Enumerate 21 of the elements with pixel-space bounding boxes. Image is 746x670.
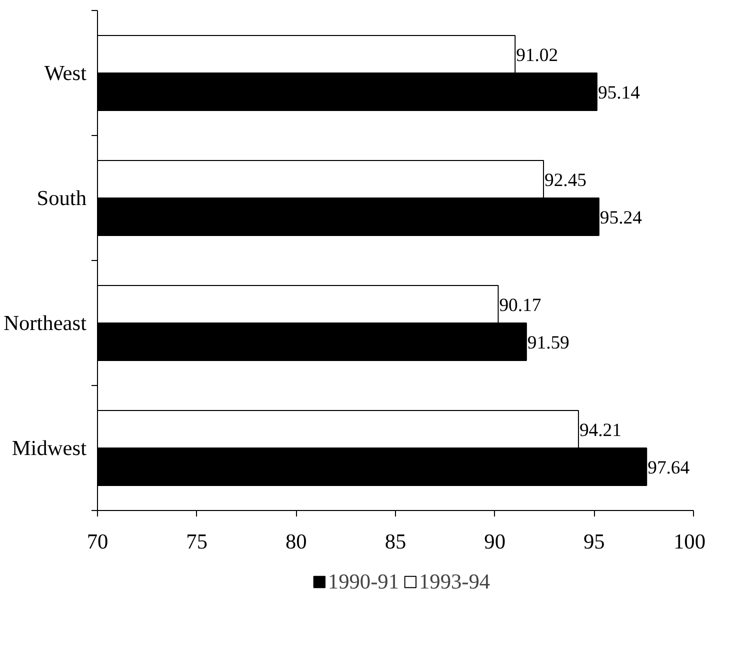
data-label: 94.21 bbox=[579, 420, 622, 441]
y-tick-label: Northeast bbox=[4, 311, 87, 335]
data-label: 91.02 bbox=[516, 44, 558, 66]
x-tick-label: 85 bbox=[384, 530, 406, 554]
legend-label: 1990-91 bbox=[328, 569, 399, 594]
x-tick-label: 100 bbox=[674, 530, 706, 554]
data-label: 97.64 bbox=[648, 457, 690, 478]
data-label: 90.17 bbox=[499, 294, 542, 316]
x-tick-label: 95 bbox=[584, 530, 605, 554]
x-tick-label: 80 bbox=[286, 530, 307, 554]
x-tick-label: 75 bbox=[186, 530, 208, 554]
data-label: 95.24 bbox=[600, 207, 643, 228]
y-tick-label: South bbox=[36, 186, 87, 210]
y-tick-label: West bbox=[44, 61, 87, 85]
data-label: 95.14 bbox=[598, 82, 641, 104]
legend-label: 1993-94 bbox=[419, 569, 490, 594]
x-tick-label: 90 bbox=[484, 530, 506, 554]
data-label: 92.45 bbox=[544, 170, 586, 191]
y-tick-label: Midwest bbox=[12, 436, 87, 460]
x-tick-label: 70 bbox=[86, 530, 108, 554]
data-label: 91.59 bbox=[527, 332, 570, 354]
